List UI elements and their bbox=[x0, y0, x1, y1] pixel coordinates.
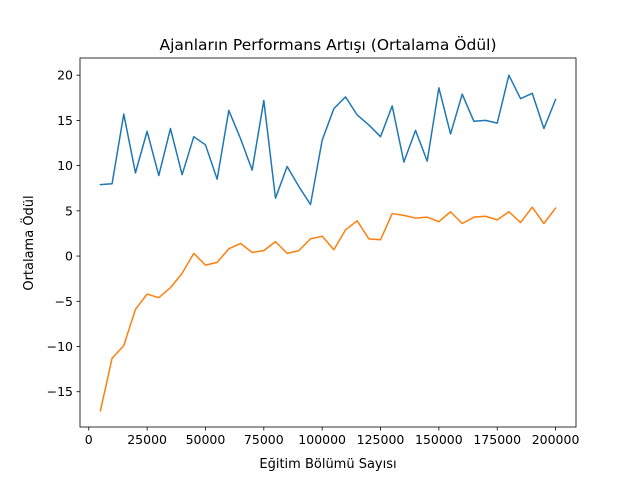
plot-area: 0 25000 50000 75000 100000 125000 150000 175000… bbox=[47, 57, 580, 447]
x-tick-label: 25000 bbox=[127, 432, 167, 447]
y-tick-label: 20 bbox=[57, 68, 73, 83]
chart-title: Ajanların Performans Artışı (Ortalama Öd… bbox=[159, 35, 496, 54]
y-axis-label: Ortalama Ödül bbox=[20, 195, 37, 290]
x-tick-label: 75000 bbox=[244, 432, 284, 447]
x-tick-label: 0 bbox=[85, 432, 93, 447]
x-tick-label: 100000 bbox=[298, 432, 346, 447]
axes-frame bbox=[79, 57, 577, 428]
x-tick-label: 175000 bbox=[473, 432, 521, 447]
x-tick-label: 50000 bbox=[186, 432, 226, 447]
y-tick-label: −10 bbox=[47, 339, 73, 354]
x-tick-label: 125000 bbox=[357, 432, 405, 447]
y-tick-label: 10 bbox=[57, 158, 73, 173]
x-tick-label: 150000 bbox=[415, 432, 463, 447]
x-axis-label: Eğitim Bölümü Sayısı bbox=[259, 457, 396, 472]
y-tick-label: 5 bbox=[65, 203, 73, 218]
y-tick-label: −5 bbox=[55, 294, 73, 309]
y-tick-label: 15 bbox=[57, 113, 73, 128]
y-tick-label: 0 bbox=[65, 249, 73, 264]
x-tick-label: 200000 bbox=[532, 432, 580, 447]
series-line-1 bbox=[99, 74, 557, 206]
series-line-2 bbox=[99, 206, 557, 412]
y-tick-label: −15 bbox=[47, 384, 73, 399]
